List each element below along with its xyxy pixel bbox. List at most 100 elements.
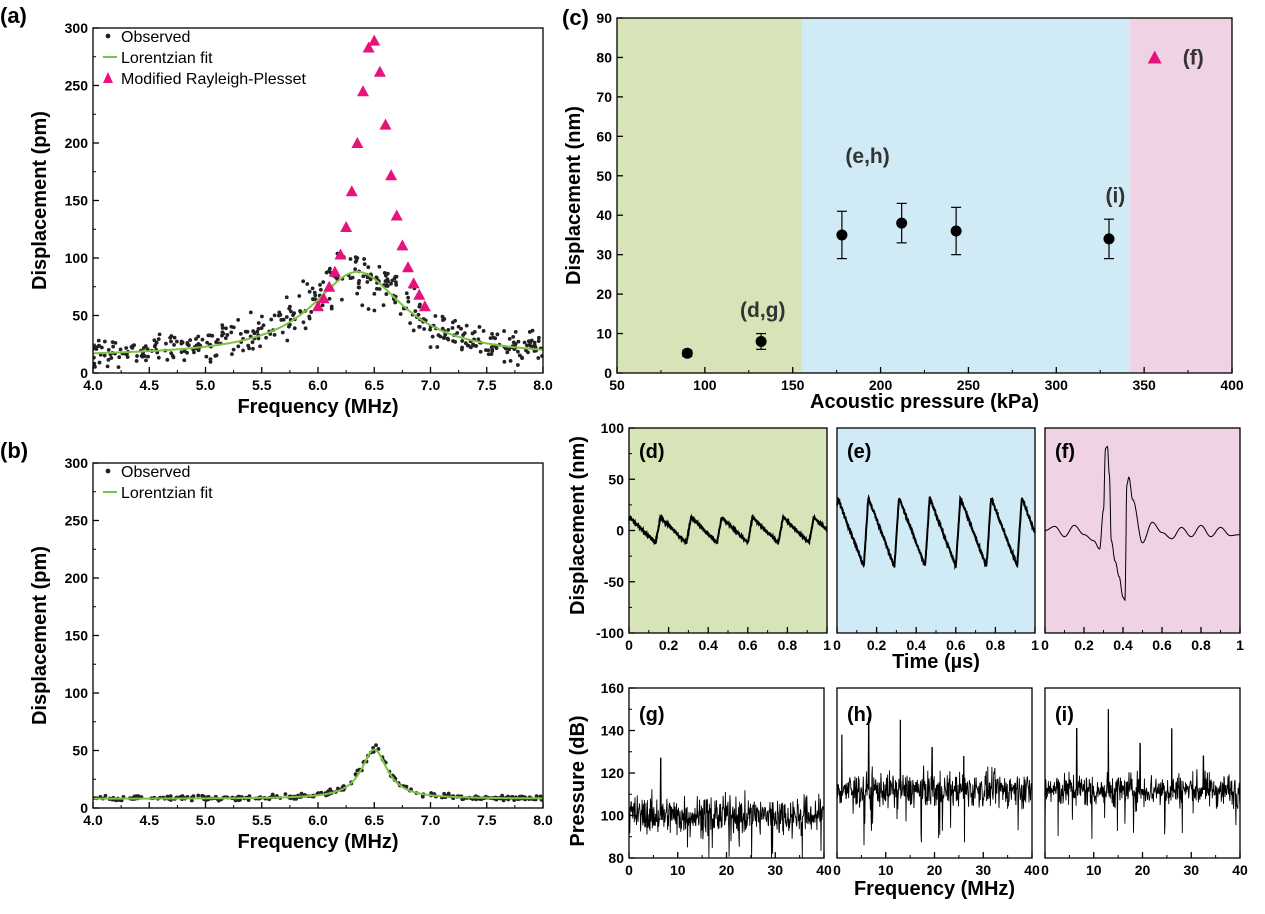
observed-point (442, 791, 447, 796)
observed-point (470, 331, 475, 336)
x-tick-label: 6.5 (365, 377, 385, 393)
observed-point (192, 350, 196, 355)
observed-point (179, 350, 184, 355)
plot-frame (836, 427, 1036, 634)
observed-point (474, 344, 479, 348)
rayleigh-plesset-triangle (334, 248, 347, 260)
observed-point (301, 320, 306, 325)
observed-point (328, 787, 333, 792)
observed-point (134, 359, 139, 363)
observed-point (489, 345, 494, 350)
rayleigh-plesset-triangle (345, 185, 358, 197)
observed-point (168, 794, 173, 799)
x-tick-label: 4.5 (140, 377, 160, 393)
observed-point (429, 791, 434, 795)
observed-point (408, 321, 413, 326)
observed-point (508, 358, 513, 363)
observed-point (299, 791, 304, 796)
observed-point (307, 289, 312, 294)
observed-point (241, 348, 245, 353)
panel-d: 0 0.2 0.4 0.6 0.8 1 -100 -50 0 50 100 (d) Displaceme… (567, 420, 831, 653)
observed-point (450, 326, 455, 330)
y-axis-label: Displacement (nm) (563, 106, 585, 285)
y-tick-label: 0 (604, 365, 612, 381)
y-tick-label: 0 (616, 523, 624, 539)
y-tick-label: 40 (596, 207, 612, 223)
panel-f-background (1045, 428, 1240, 633)
panel-e: 0 0.2 0.4 0.6 0.8 1 (e) Time (µs) (833, 427, 1039, 673)
observed-point (489, 352, 494, 356)
rayleigh-plesset-triangle (328, 265, 341, 277)
x-tick-label: 300 (1045, 377, 1069, 393)
observed-point (236, 344, 241, 349)
data-point (836, 229, 848, 241)
observed-point (225, 333, 230, 337)
observed-point (292, 326, 297, 331)
observed-point (503, 346, 508, 351)
observed-point (491, 335, 496, 340)
observed-point (117, 355, 122, 360)
observed-point (255, 329, 260, 334)
plot-frame (1044, 687, 1241, 859)
rayleigh-plesset-triangle (312, 300, 324, 312)
observed-point (157, 332, 162, 337)
observed-point (406, 299, 411, 304)
rayleigh-plesset-triangle (385, 169, 398, 181)
observed-point (495, 332, 500, 337)
y-tick-label: -100 (596, 625, 624, 641)
spectrum-line (1044, 709, 1241, 839)
legend-label: Lorentzian fit (121, 50, 213, 67)
panel-a: 4.0 4.5 5.0 5.5 6.0 6.5 7.0 7.5 8.0 0 50 100 150 200 2… (0, 3, 553, 418)
observed-point (283, 792, 288, 797)
data-point (755, 335, 767, 347)
observed-point (377, 264, 382, 269)
y-tick-label: 50 (608, 471, 624, 487)
rayleigh-plesset-triangle (340, 220, 353, 232)
y-tick-label: 250 (65, 513, 89, 529)
observed-point (406, 295, 411, 300)
observed-point (372, 291, 377, 296)
observed-point (231, 347, 236, 352)
x-tick-label: 30 (1183, 862, 1199, 878)
observed-point (259, 326, 264, 331)
x-tick-label: 40 (1232, 862, 1248, 878)
observed-point (269, 317, 274, 322)
spectrum-line (836, 717, 1033, 846)
x-tick-label: 0 (833, 637, 841, 653)
observed-point (311, 297, 316, 302)
observed-point (529, 338, 534, 343)
observed-point (256, 321, 261, 325)
observed-point (336, 786, 340, 791)
plot-frame (92, 27, 544, 374)
x-tick-label: 0.6 (1152, 637, 1172, 653)
observed-point (281, 317, 286, 322)
x-tick-label: 150 (781, 377, 805, 393)
observed-point (502, 329, 506, 333)
observed-point (201, 794, 206, 799)
x-tick-label: 30 (975, 862, 991, 878)
lorentzian-fit-line (93, 270, 543, 355)
observed-point (230, 352, 234, 357)
x-tick-label: 4.0 (83, 812, 103, 828)
observed-point (191, 794, 196, 799)
observed-point (339, 297, 344, 302)
rayleigh-plesset-triangle (373, 65, 386, 77)
observed-point (280, 330, 285, 335)
observed-point (125, 355, 130, 359)
rayleigh-plesset-triangle (362, 41, 375, 53)
observed-point (113, 341, 118, 345)
panel-label: (f) (1055, 441, 1075, 463)
x-tick-label: 0.8 (986, 637, 1006, 653)
observed-point (361, 274, 366, 279)
x-tick-label: 400 (1220, 377, 1244, 393)
observed-point (460, 345, 464, 350)
observed-point (309, 310, 314, 314)
observed-point (360, 303, 365, 308)
observed-point (362, 257, 366, 261)
observed-point (320, 303, 325, 308)
observed-point (456, 324, 461, 329)
observed-point (435, 345, 440, 349)
data-point (681, 347, 693, 359)
observed-point (430, 334, 435, 339)
point-annotation: (d,g) (740, 299, 785, 322)
